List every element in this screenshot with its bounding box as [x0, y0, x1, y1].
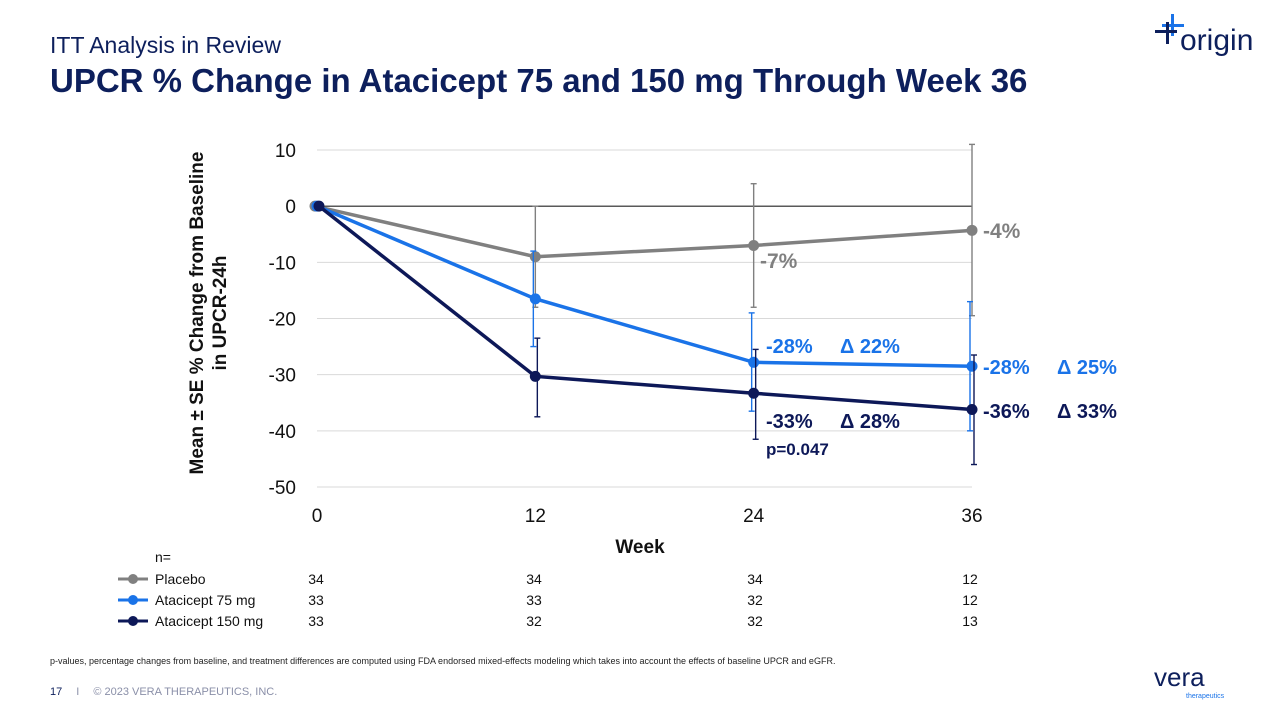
n-table-row: Atacicept 150 mg 33 32 32 13 — [118, 613, 978, 629]
y-tick-label: -50 — [269, 478, 296, 499]
data-point — [748, 356, 760, 368]
y-tick-label: -20 — [269, 310, 296, 331]
data-point — [966, 224, 978, 236]
origin-cross-icon — [1155, 14, 1184, 44]
copyright: © 2023 VERA THERAPEUTICS, INC. — [93, 686, 278, 698]
n-value: 33 — [308, 613, 324, 629]
origin-wordmark: origin — [1180, 24, 1253, 57]
origin-logo: origin — [1155, 14, 1253, 57]
y-axis-title-line2: in UPCR-24h — [210, 255, 231, 370]
n-value: 34 — [308, 571, 324, 587]
footer: 17 I © 2023 VERA THERAPEUTICS, INC. — [50, 686, 277, 698]
annotation-a150-24: -33% — [766, 411, 813, 433]
n-value: 12 — [962, 592, 978, 608]
n-value: 32 — [747, 592, 763, 608]
data-point — [529, 293, 541, 305]
n-value: 13 — [962, 613, 978, 629]
series-0 — [309, 143, 978, 317]
n-table-header: n= — [155, 549, 171, 565]
annotation-placebo-24: -7% — [760, 250, 798, 273]
y-tick-label: 0 — [285, 197, 296, 218]
x-tick-label: 12 — [525, 506, 546, 527]
n-value: 33 — [308, 592, 324, 608]
x-axis-title: Week — [615, 537, 665, 558]
footer-separator: I — [76, 686, 80, 698]
legend-marker — [128, 574, 138, 584]
legend-marker — [128, 595, 138, 605]
data-point — [748, 239, 760, 251]
vera-wordmark: vera — [1154, 662, 1205, 692]
x-tick-label: 36 — [961, 506, 982, 527]
vera-logo: vera therapeutics — [1154, 662, 1225, 700]
n-value: 34 — [747, 571, 763, 587]
page-subtitle: ITT Analysis in Review — [50, 32, 281, 58]
n-value: 32 — [747, 613, 763, 629]
y-tick-label: -10 — [269, 253, 296, 274]
annotation-a150-24-delta: Δ 28% — [840, 411, 900, 433]
n-table-row: Atacicept 75 mg 33 33 32 12 — [118, 592, 978, 608]
page-title: UPCR % Change in Atacicept 75 and 150 mg… — [50, 62, 1028, 99]
footnote: p-values, percentage changes from baseli… — [50, 656, 836, 666]
annotation-a150-36-delta: Δ 33% — [1057, 401, 1117, 423]
legend-label: Atacicept 150 mg — [155, 613, 263, 629]
y-axis-title: Mean ± SE % Change from Baseline in UPCR-… — [187, 152, 231, 475]
x-tick-label: 0 — [312, 506, 323, 527]
x-tick-label: 24 — [743, 506, 765, 527]
data-point — [313, 200, 325, 212]
data-point — [748, 387, 760, 399]
legend-label: Placebo — [155, 571, 206, 587]
y-tick-label: -30 — [269, 366, 296, 387]
data-point — [966, 403, 978, 415]
n-table: n= Placebo 34 34 34 12 Atacicept 75 mg 33 33 32 12… — [118, 549, 978, 629]
annotation-a150-24-p: p=0.047 — [766, 440, 829, 459]
annotation-placebo-36: -4% — [983, 220, 1021, 243]
data-point — [529, 370, 541, 382]
n-value: 12 — [962, 571, 978, 587]
legend-label: Atacicept 75 mg — [155, 592, 255, 608]
series-line — [316, 204, 973, 368]
annotation-a75-36: -28% — [983, 357, 1030, 379]
data-point — [966, 360, 978, 372]
page-number: 17 — [50, 686, 63, 698]
y-axis-title-line1: Mean ± SE % Change from Baseline — [187, 152, 208, 475]
series-line — [314, 204, 973, 259]
annotation-a75-24-delta: Δ 22% — [840, 336, 900, 358]
legend-marker — [128, 616, 138, 626]
n-value: 33 — [526, 592, 542, 608]
series-line — [317, 204, 973, 412]
vera-subtext: therapeutics — [1186, 693, 1225, 700]
series-2 — [313, 200, 978, 466]
y-tick-label: 10 — [275, 141, 296, 162]
n-table-row: Placebo 34 34 34 12 — [118, 571, 978, 587]
annotation-a75-36-delta: Δ 25% — [1057, 357, 1117, 379]
n-value: 34 — [526, 571, 542, 587]
n-value: 32 — [526, 613, 542, 629]
annotation-a150-36: -36% — [983, 401, 1030, 423]
data-point — [529, 251, 541, 263]
annotation-a75-24: -28% — [766, 336, 813, 358]
y-tick-label: -40 — [269, 422, 296, 443]
